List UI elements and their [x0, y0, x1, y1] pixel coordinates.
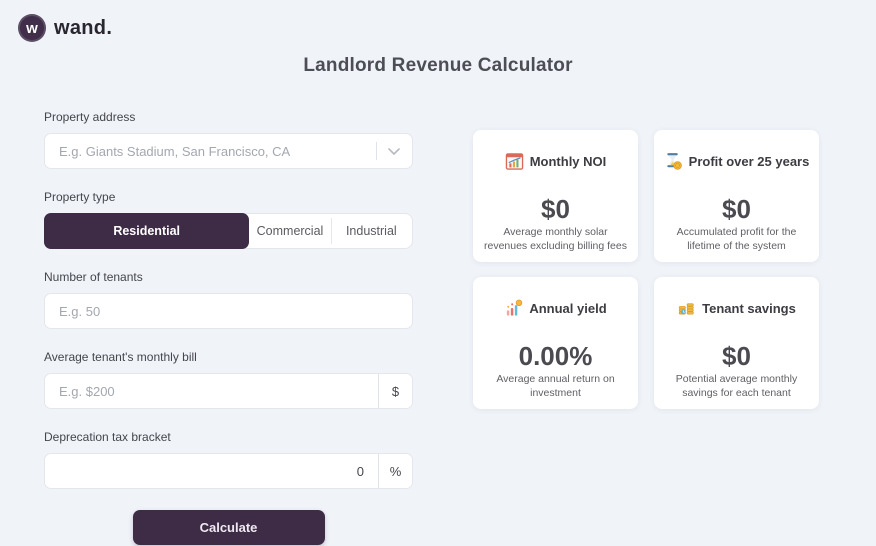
card-title: Annual yield: [529, 301, 607, 316]
address-label: Property address: [44, 110, 136, 124]
monthly-bill-group: Average tenant's monthly bill $: [44, 350, 413, 409]
tenants-group: Number of tenants: [44, 270, 413, 329]
card-title: Tenant savings: [702, 301, 796, 316]
card-description: Accumulated profit for the lifetime of t…: [676, 226, 797, 253]
dollar-suffix: $: [378, 374, 412, 408]
hourglass-coin-icon: [664, 152, 683, 171]
percent-suffix: %: [378, 454, 412, 488]
card-value: $0: [722, 194, 751, 224]
tax-bracket-group: Deprecation tax bracket %: [44, 430, 413, 489]
card-value: $0: [722, 341, 751, 371]
tenants-label: Number of tenants: [44, 270, 143, 284]
address-group: Property address: [44, 110, 413, 169]
monthly-bill-input[interactable]: [45, 374, 378, 408]
address-select[interactable]: [44, 133, 413, 169]
card-title: Profit over 25 years: [688, 154, 810, 169]
property-type-group: Property type Residential Commercial Ind…: [44, 190, 413, 249]
tenants-field[interactable]: [44, 293, 413, 329]
segment-industrial[interactable]: Industrial: [330, 214, 412, 248]
card-value: $0: [541, 194, 570, 224]
chart-increasing-icon: [505, 152, 524, 171]
brand-logo: w wand.: [18, 14, 112, 42]
wand-logo-icon: w: [18, 14, 46, 42]
monthly-bill-field[interactable]: $: [44, 373, 413, 409]
segment-commercial[interactable]: Commercial: [249, 214, 330, 248]
card-monthly-noi: Monthly NOI $0 Average monthly solar rev…: [473, 130, 638, 262]
bar-chart-coin-icon: [504, 299, 523, 318]
property-type-toggle: Residential Commercial Industrial: [44, 213, 413, 249]
card-description: Potential average monthly savings for ea…: [675, 373, 798, 400]
tax-bracket-input[interactable]: [45, 454, 378, 488]
tax-bracket-label: Deprecation tax bracket: [44, 430, 171, 444]
card-description: Average monthly solar revenues excluding…: [483, 226, 627, 253]
calculate-button[interactable]: Calculate: [132, 510, 325, 545]
chevron-down-icon[interactable]: [376, 134, 412, 168]
card-title: Monthly NOI: [529, 154, 607, 169]
card-tenant-savings: Tenant savings $0 Potential average mont…: [654, 277, 819, 409]
coin-stacks-icon: [677, 299, 696, 318]
address-input[interactable]: [45, 134, 376, 168]
monthly-bill-label: Average tenant's monthly bill: [44, 350, 197, 364]
logo-letter: w: [26, 19, 38, 37]
tenants-input[interactable]: [45, 294, 412, 328]
tax-bracket-field[interactable]: %: [44, 453, 413, 489]
property-type-label: Property type: [44, 190, 116, 204]
card-annual-yield: Annual yield 0.00% Average annual return…: [473, 277, 638, 409]
card-description: Average annual return on investment: [496, 373, 615, 400]
card-value: 0.00%: [518, 341, 593, 371]
calculator-form: Property address Property type Residenti…: [44, 110, 413, 545]
brand-name: wand.: [54, 16, 113, 39]
card-profit-25-years: Profit over 25 years $0 Accumulated prof…: [654, 130, 819, 262]
segment-residential[interactable]: Residential: [44, 213, 250, 249]
results-grid: Monthly NOI $0 Average monthly solar rev…: [473, 130, 819, 409]
page-title: Landlord Revenue Calculator: [303, 55, 573, 76]
